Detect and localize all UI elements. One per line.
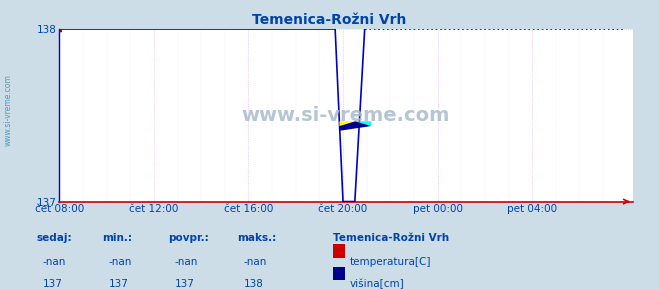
Text: min.:: min.:: [102, 233, 132, 243]
Text: www.si-vreme.com: www.si-vreme.com: [242, 106, 450, 125]
Polygon shape: [355, 121, 371, 126]
Text: Temenica-Rožni Vrh: Temenica-Rožni Vrh: [333, 233, 449, 243]
Text: 137: 137: [43, 279, 63, 289]
Text: -nan: -nan: [244, 257, 267, 267]
Text: www.si-vreme.com: www.si-vreme.com: [3, 74, 13, 146]
Text: 138: 138: [244, 279, 264, 289]
Text: temperatura[C]: temperatura[C]: [350, 257, 432, 267]
Polygon shape: [339, 121, 355, 126]
Text: -nan: -nan: [43, 257, 66, 267]
Text: povpr.:: povpr.:: [168, 233, 209, 243]
Text: 137: 137: [175, 279, 194, 289]
Text: sedaj:: sedaj:: [36, 233, 72, 243]
Text: -nan: -nan: [109, 257, 132, 267]
Text: -nan: -nan: [175, 257, 198, 267]
Text: maks.:: maks.:: [237, 233, 277, 243]
Polygon shape: [339, 121, 371, 131]
Text: 137: 137: [109, 279, 129, 289]
Text: Temenica-Rožni Vrh: Temenica-Rožni Vrh: [252, 13, 407, 27]
Text: višina[cm]: višina[cm]: [350, 279, 405, 289]
